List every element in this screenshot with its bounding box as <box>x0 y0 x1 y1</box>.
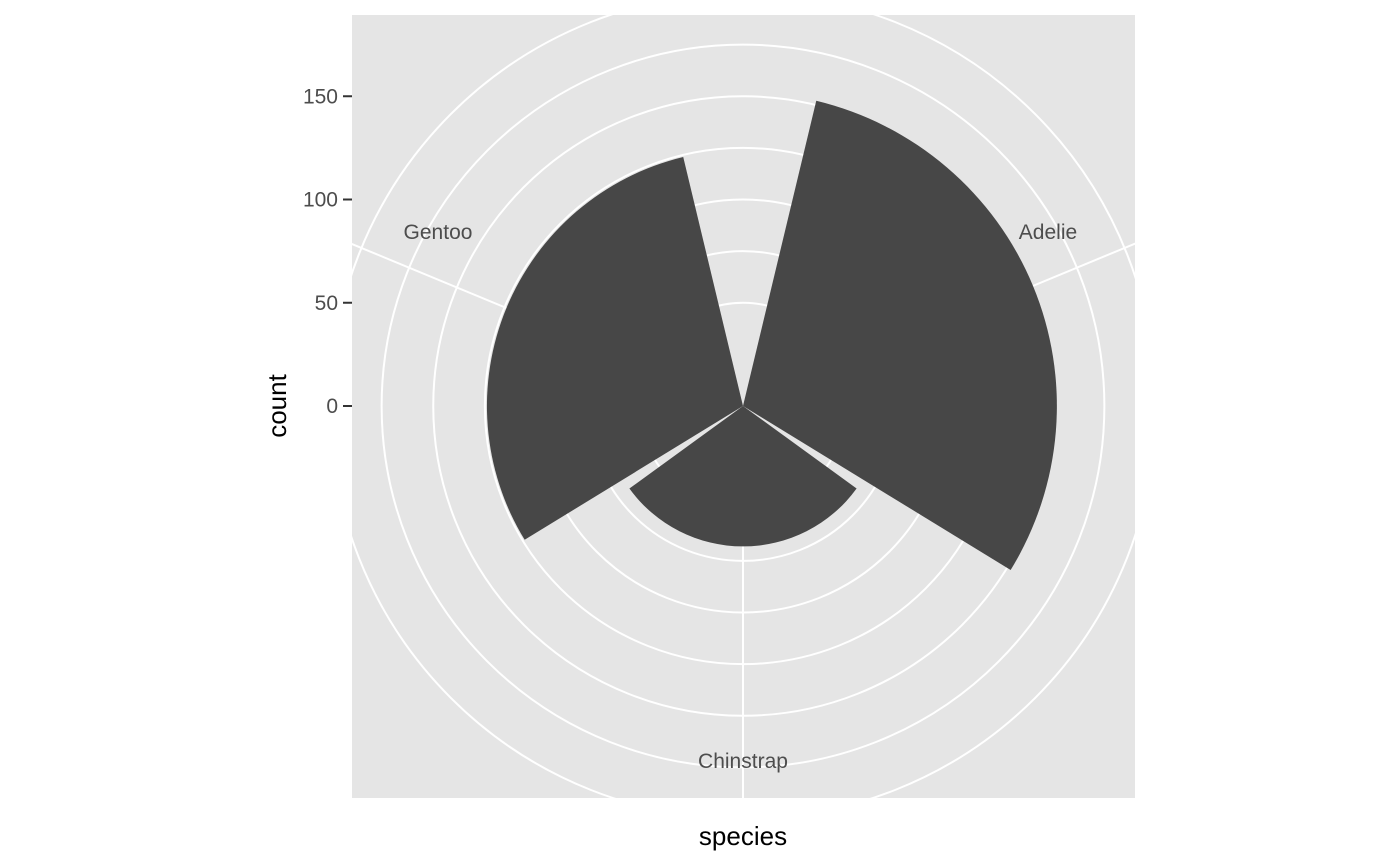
category-labels: Adelie Chinstrap Gentoo <box>404 221 1078 773</box>
y-axis-title: count <box>262 373 292 437</box>
category-label-chinstrap: Chinstrap <box>698 750 788 773</box>
category-label-adelie: Adelie <box>1019 221 1077 244</box>
y-tick-label: 100 <box>303 189 338 212</box>
y-tick-label: 50 <box>315 292 338 315</box>
bar-chinstrap <box>629 406 857 547</box>
bar-adelie <box>743 100 1057 571</box>
y-axis: 0 50 100 150 <box>303 85 352 418</box>
x-axis-title: species <box>699 821 787 851</box>
y-tick-label: 0 <box>326 395 338 418</box>
y-tick-label: 150 <box>303 85 338 108</box>
category-label-gentoo: Gentoo <box>404 221 473 244</box>
bars <box>486 100 1057 571</box>
bar-gentoo <box>486 157 743 540</box>
